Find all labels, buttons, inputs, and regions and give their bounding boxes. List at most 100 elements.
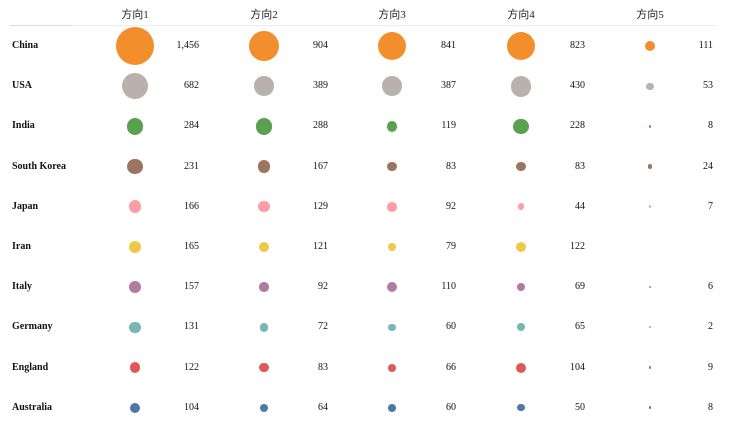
column-header-3: 方向3 — [378, 9, 406, 21]
bubble-japan-col1 — [128, 200, 142, 214]
value-label-australia-col2: 64 — [318, 401, 328, 413]
bubble-england-col1 — [129, 362, 141, 374]
bubble-australia-col3 — [388, 403, 396, 412]
row-label-usa: USA — [12, 80, 33, 92]
bubble-usa-col1 — [121, 73, 148, 100]
bubble-japan-col2 — [258, 201, 270, 213]
value-label-south-korea-col5: 24 — [703, 160, 713, 172]
value-label-iran-col1: 165 — [184, 241, 199, 252]
bubble-germany-col5 — [649, 326, 651, 329]
value-label-india-col4: 228 — [570, 120, 585, 132]
value-label-italy-col1: 157 — [184, 281, 199, 293]
bubble-south-korea-col1 — [127, 159, 143, 175]
value-label-india-col5: 8 — [708, 120, 713, 132]
value-label-india-col1: 284 — [184, 120, 199, 132]
value-label-china-col1: 1,456 — [176, 40, 200, 51]
bubble-england-col4 — [515, 362, 527, 373]
value-label-south-korea-col4: 83 — [575, 160, 585, 172]
column-header-1: 方向1 — [121, 9, 149, 21]
row-label-australia: Australia — [12, 401, 52, 413]
bubble-australia-col1 — [129, 402, 141, 413]
row-label-italy: Italy — [12, 281, 32, 293]
value-label-japan-col2: 129 — [313, 200, 328, 212]
header-rule — [10, 25, 72, 26]
value-label-england-col2: 83 — [318, 361, 328, 373]
column-header-5: 方向5 — [636, 9, 664, 21]
bubble-england-col3 — [387, 363, 397, 372]
bubble-italy-col3 — [386, 281, 398, 293]
row-label-south-korea: South Korea — [12, 160, 66, 172]
bubble-iran-col4 — [515, 241, 527, 253]
value-label-germany-col1: 131 — [184, 321, 199, 333]
bubble-usa-col2 — [254, 76, 274, 97]
value-label-germany-col4: 65 — [575, 321, 585, 333]
value-label-iran-col3: 79 — [446, 241, 456, 252]
bubble-india-col4 — [513, 118, 529, 134]
value-label-england-col4: 104 — [570, 361, 585, 373]
bubble-south-korea-col2 — [257, 160, 271, 174]
value-label-italy-col4: 69 — [575, 281, 585, 293]
bubble-south-korea-col3 — [387, 162, 397, 172]
row-label-iran: Iran — [12, 241, 31, 252]
bubble-england-col2 — [259, 363, 269, 373]
value-label-japan-col4: 44 — [575, 200, 585, 212]
bubble-germany-col4 — [516, 323, 525, 332]
value-label-india-col2: 288 — [313, 120, 328, 132]
value-label-australia-col4: 50 — [575, 401, 585, 413]
value-label-china-col2: 904 — [313, 40, 328, 51]
value-label-australia-col3: 60 — [446, 401, 456, 413]
value-label-japan-col5: 7 — [708, 200, 713, 212]
bubble-china-col1 — [116, 27, 154, 65]
bubble-usa-col4 — [510, 75, 532, 97]
bubble-china-col5 — [644, 40, 656, 52]
bubble-china-col2 — [249, 31, 279, 61]
value-label-japan-col3: 92 — [446, 200, 456, 212]
bubble-india-col1 — [126, 118, 144, 135]
bubble-usa-col5 — [646, 82, 654, 90]
bubble-england-col5 — [648, 366, 652, 370]
bubble-germany-col3 — [388, 323, 396, 332]
value-label-usa-col1: 682 — [184, 80, 199, 92]
value-label-china-col5: 111 — [698, 40, 713, 51]
bubble-japan-col4 — [517, 203, 525, 211]
value-label-germany-col5: 2 — [708, 321, 713, 333]
bubble-australia-col5 — [648, 406, 652, 410]
bubble-italy-col2 — [259, 282, 269, 292]
value-label-germany-col3: 60 — [446, 321, 456, 333]
value-label-south-korea-col3: 83 — [446, 160, 456, 172]
value-label-australia-col1: 104 — [184, 401, 199, 413]
value-label-england-col1: 122 — [184, 361, 199, 373]
value-label-india-col3: 119 — [441, 120, 456, 132]
bubble-germany-col1 — [129, 321, 141, 334]
bubble-italy-col1 — [128, 280, 142, 294]
column-header-4: 方向4 — [507, 9, 535, 21]
bubble-italy-col4 — [516, 283, 526, 292]
value-label-australia-col5: 8 — [708, 401, 713, 413]
bubble-india-col5 — [648, 124, 652, 128]
value-label-italy-col5: 6 — [708, 281, 713, 293]
row-label-england: England — [12, 361, 49, 373]
row-label-japan: Japan — [12, 200, 39, 212]
bubble-iran-col3 — [387, 242, 397, 252]
value-label-usa-col3: 387 — [441, 80, 456, 92]
value-label-iran-col4: 122 — [570, 241, 585, 252]
top-rule — [72, 25, 717, 26]
bubble-australia-col2 — [260, 403, 268, 412]
bubble-china-col3 — [377, 31, 407, 61]
bubble-india-col3 — [386, 120, 398, 132]
bubble-italy-col5 — [648, 285, 652, 289]
bubble-usa-col3 — [382, 76, 402, 96]
value-label-south-korea-col1: 231 — [184, 160, 199, 172]
value-label-england-col5: 9 — [708, 361, 713, 373]
row-label-germany: Germany — [12, 321, 53, 333]
bubble-japan-col3 — [387, 202, 397, 212]
row-label-india: India — [12, 120, 35, 132]
value-label-italy-col3: 110 — [441, 281, 456, 293]
bubble-germany-col2 — [259, 323, 269, 332]
bubble-iran-col1 — [128, 240, 142, 254]
bubble-australia-col4 — [517, 404, 525, 412]
value-label-usa-col5: 53 — [703, 80, 713, 92]
bubble-south-korea-col5 — [647, 164, 653, 170]
value-label-south-korea-col2: 167 — [313, 160, 328, 172]
